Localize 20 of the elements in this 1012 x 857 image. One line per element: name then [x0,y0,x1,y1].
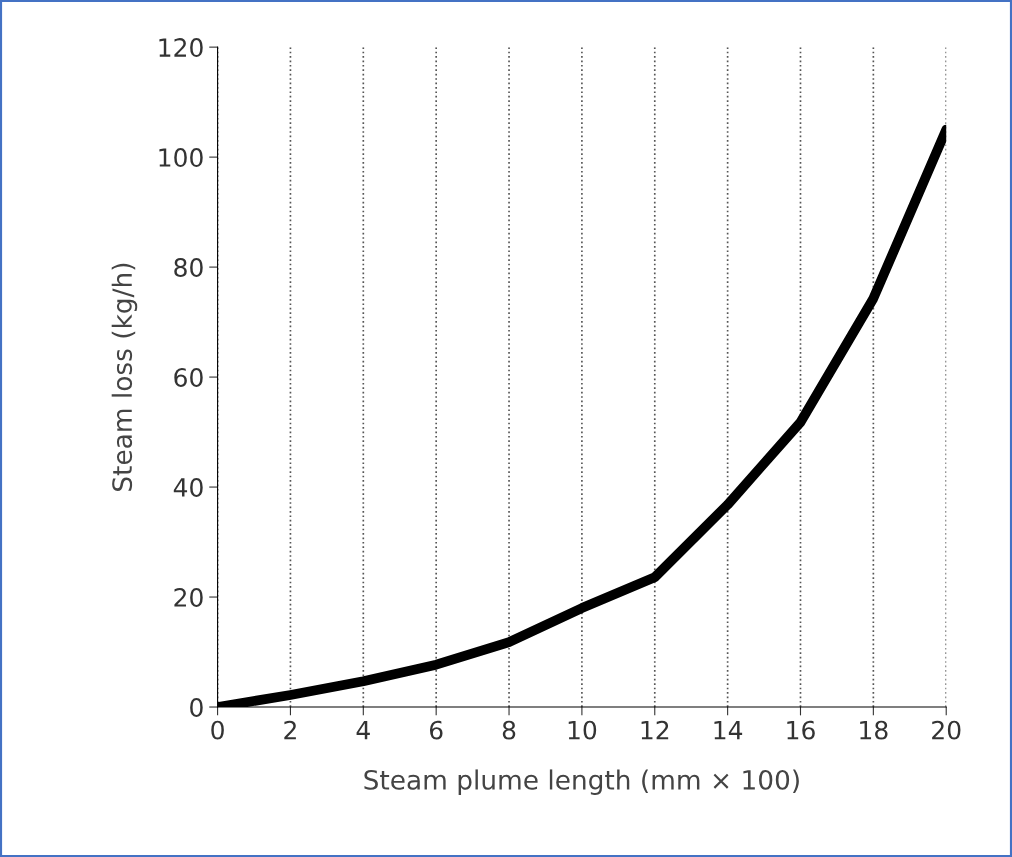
y-tick-label: 120 [159,38,203,57]
x-tick-label: 8 [502,720,516,740]
y-axis-title: Steam loss (kg/h) [111,263,138,491]
x-tick-label: 18 [860,720,888,740]
x-tick-label: 20 [932,720,961,740]
y-tick-label: 80 [174,258,203,277]
x-tick-label: 10 [568,720,597,740]
x-tick-label: 14 [714,720,743,740]
x-tick-label: 12 [641,720,669,740]
y-tick-label: 100 [159,148,203,167]
x-axis-title: Steam plume length (mm × 100) [364,769,799,795]
y-tick-label: 0 [190,697,203,717]
x-tick-label: 16 [787,720,815,740]
x-tick-label: 4 [356,720,370,740]
y-tick-label: 20 [174,587,203,607]
x-tick-label: 6 [429,720,443,740]
x-tick-label: 0 [211,720,224,740]
x-tick-label: 2 [284,720,296,740]
y-tick-label: 60 [174,368,203,387]
y-tick-label: 40 [173,478,203,497]
